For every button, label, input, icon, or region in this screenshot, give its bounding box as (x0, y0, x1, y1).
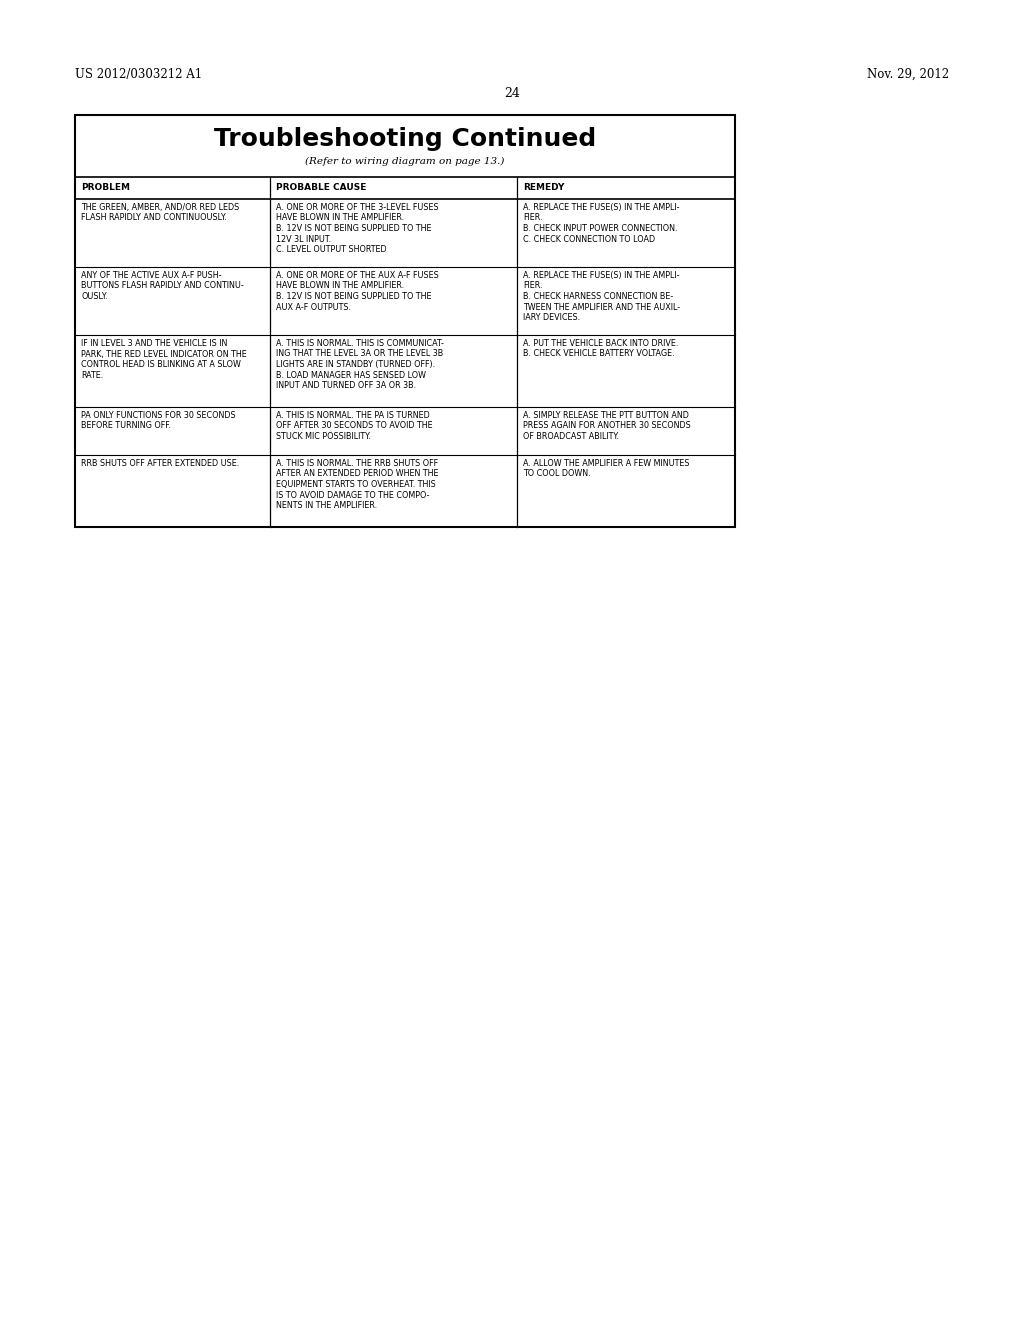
Text: PARK, THE RED LEVEL INDICATOR ON THE: PARK, THE RED LEVEL INDICATOR ON THE (81, 350, 247, 359)
Text: 24: 24 (504, 87, 520, 100)
Text: EQUIPMENT STARTS TO OVERHEAT. THIS: EQUIPMENT STARTS TO OVERHEAT. THIS (275, 480, 435, 488)
Text: OFF AFTER 30 SECONDS TO AVOID THE: OFF AFTER 30 SECONDS TO AVOID THE (275, 421, 432, 430)
Bar (75, 115, 735, 527)
Text: (Refer to wiring diagram on page 13.): (Refer to wiring diagram on page 13.) (305, 157, 505, 166)
Text: A. PUT THE VEHICLE BACK INTO DRIVE.: A. PUT THE VEHICLE BACK INTO DRIVE. (523, 339, 679, 348)
Text: CONTROL HEAD IS BLINKING AT A SLOW: CONTROL HEAD IS BLINKING AT A SLOW (81, 360, 241, 370)
Text: A. REPLACE THE FUSE(S) IN THE AMPLI-: A. REPLACE THE FUSE(S) IN THE AMPLI- (523, 203, 680, 213)
Text: Nov. 29, 2012: Nov. 29, 2012 (867, 69, 949, 81)
Text: B. CHECK INPUT POWER CONNECTION.: B. CHECK INPUT POWER CONNECTION. (523, 224, 678, 234)
Text: FIER.: FIER. (523, 214, 543, 223)
Text: BUTTONS FLASH RAPIDLY AND CONTINU-: BUTTONS FLASH RAPIDLY AND CONTINU- (81, 281, 244, 290)
Text: US 2012/0303212 A1: US 2012/0303212 A1 (75, 69, 202, 81)
Text: HAVE BLOWN IN THE AMPLIFIER.: HAVE BLOWN IN THE AMPLIFIER. (275, 281, 403, 290)
Text: RRB SHUTS OFF AFTER EXTENDED USE.: RRB SHUTS OFF AFTER EXTENDED USE. (81, 459, 240, 469)
Text: C. CHECK CONNECTION TO LOAD: C. CHECK CONNECTION TO LOAD (523, 235, 655, 243)
Text: A. REPLACE THE FUSE(S) IN THE AMPLI-: A. REPLACE THE FUSE(S) IN THE AMPLI- (523, 271, 680, 280)
Text: B. CHECK VEHICLE BATTERY VOLTAGE.: B. CHECK VEHICLE BATTERY VOLTAGE. (523, 350, 675, 359)
Text: LIGHTS ARE IN STANDBY (TURNED OFF).: LIGHTS ARE IN STANDBY (TURNED OFF). (275, 360, 435, 370)
Text: FIER.: FIER. (523, 281, 543, 290)
Text: ANY OF THE ACTIVE AUX A-F PUSH-: ANY OF THE ACTIVE AUX A-F PUSH- (81, 271, 221, 280)
Text: PA ONLY FUNCTIONS FOR 30 SECONDS: PA ONLY FUNCTIONS FOR 30 SECONDS (81, 411, 236, 420)
Text: B. 12V IS NOT BEING SUPPLIED TO THE: B. 12V IS NOT BEING SUPPLIED TO THE (275, 224, 431, 234)
Text: PRESS AGAIN FOR ANOTHER 30 SECONDS: PRESS AGAIN FOR ANOTHER 30 SECONDS (523, 421, 691, 430)
Text: B. 12V IS NOT BEING SUPPLIED TO THE: B. 12V IS NOT BEING SUPPLIED TO THE (275, 292, 431, 301)
Text: STUCK MIC POSSIBILITY.: STUCK MIC POSSIBILITY. (275, 432, 371, 441)
Text: 12V 3L INPUT.: 12V 3L INPUT. (275, 235, 331, 243)
Text: IS TO AVOID DAMAGE TO THE COMPO-: IS TO AVOID DAMAGE TO THE COMPO- (275, 491, 429, 499)
Text: A. ONE OR MORE OF THE 3-LEVEL FUSES: A. ONE OR MORE OF THE 3-LEVEL FUSES (275, 203, 438, 213)
Text: A. THIS IS NORMAL. THIS IS COMMUNICAT-: A. THIS IS NORMAL. THIS IS COMMUNICAT- (275, 339, 443, 348)
Text: RATE.: RATE. (81, 371, 103, 380)
Text: ING THAT THE LEVEL 3A OR THE LEVEL 3B: ING THAT THE LEVEL 3A OR THE LEVEL 3B (275, 350, 443, 359)
Text: TO COOL DOWN.: TO COOL DOWN. (523, 470, 591, 479)
Text: IF IN LEVEL 3 AND THE VEHICLE IS IN: IF IN LEVEL 3 AND THE VEHICLE IS IN (81, 339, 227, 348)
Text: BEFORE TURNING OFF.: BEFORE TURNING OFF. (81, 421, 171, 430)
Text: A. ONE OR MORE OF THE AUX A-F FUSES: A. ONE OR MORE OF THE AUX A-F FUSES (275, 271, 438, 280)
Text: PROBABLE CAUSE: PROBABLE CAUSE (275, 183, 366, 193)
Text: THE GREEN, AMBER, AND/OR RED LEDS: THE GREEN, AMBER, AND/OR RED LEDS (81, 203, 240, 213)
Text: HAVE BLOWN IN THE AMPLIFIER.: HAVE BLOWN IN THE AMPLIFIER. (275, 214, 403, 223)
Text: PROBLEM: PROBLEM (81, 183, 130, 193)
Text: Troubleshooting Continued: Troubleshooting Continued (214, 127, 596, 150)
Text: REMEDY: REMEDY (523, 183, 564, 193)
Text: INPUT AND TURNED OFF 3A OR 3B.: INPUT AND TURNED OFF 3A OR 3B. (275, 381, 416, 389)
Text: OF BROADCAST ABILITY.: OF BROADCAST ABILITY. (523, 432, 620, 441)
Text: IARY DEVICES.: IARY DEVICES. (523, 313, 581, 322)
Text: NENTS IN THE AMPLIFIER.: NENTS IN THE AMPLIFIER. (275, 502, 377, 510)
Text: OUSLY.: OUSLY. (81, 292, 108, 301)
Text: A. THIS IS NORMAL. THE PA IS TURNED: A. THIS IS NORMAL. THE PA IS TURNED (275, 411, 429, 420)
Text: A. SIMPLY RELEASE THE PTT BUTTON AND: A. SIMPLY RELEASE THE PTT BUTTON AND (523, 411, 689, 420)
Text: B. LOAD MANAGER HAS SENSED LOW: B. LOAD MANAGER HAS SENSED LOW (275, 371, 426, 380)
Text: C. LEVEL OUTPUT SHORTED: C. LEVEL OUTPUT SHORTED (275, 246, 386, 253)
Text: AUX A-F OUTPUTS.: AUX A-F OUTPUTS. (275, 302, 350, 312)
Text: AFTER AN EXTENDED PERIOD WHEN THE: AFTER AN EXTENDED PERIOD WHEN THE (275, 470, 438, 479)
Text: TWEEN THE AMPLIFIER AND THE AUXIL-: TWEEN THE AMPLIFIER AND THE AUXIL- (523, 302, 680, 312)
Text: A. THIS IS NORMAL. THE RRB SHUTS OFF: A. THIS IS NORMAL. THE RRB SHUTS OFF (275, 459, 438, 469)
Text: A. ALLOW THE AMPLIFIER A FEW MINUTES: A. ALLOW THE AMPLIFIER A FEW MINUTES (523, 459, 690, 469)
Text: B. CHECK HARNESS CONNECTION BE-: B. CHECK HARNESS CONNECTION BE- (523, 292, 674, 301)
Text: FLASH RAPIDLY AND CONTINUOUSLY.: FLASH RAPIDLY AND CONTINUOUSLY. (81, 214, 226, 223)
